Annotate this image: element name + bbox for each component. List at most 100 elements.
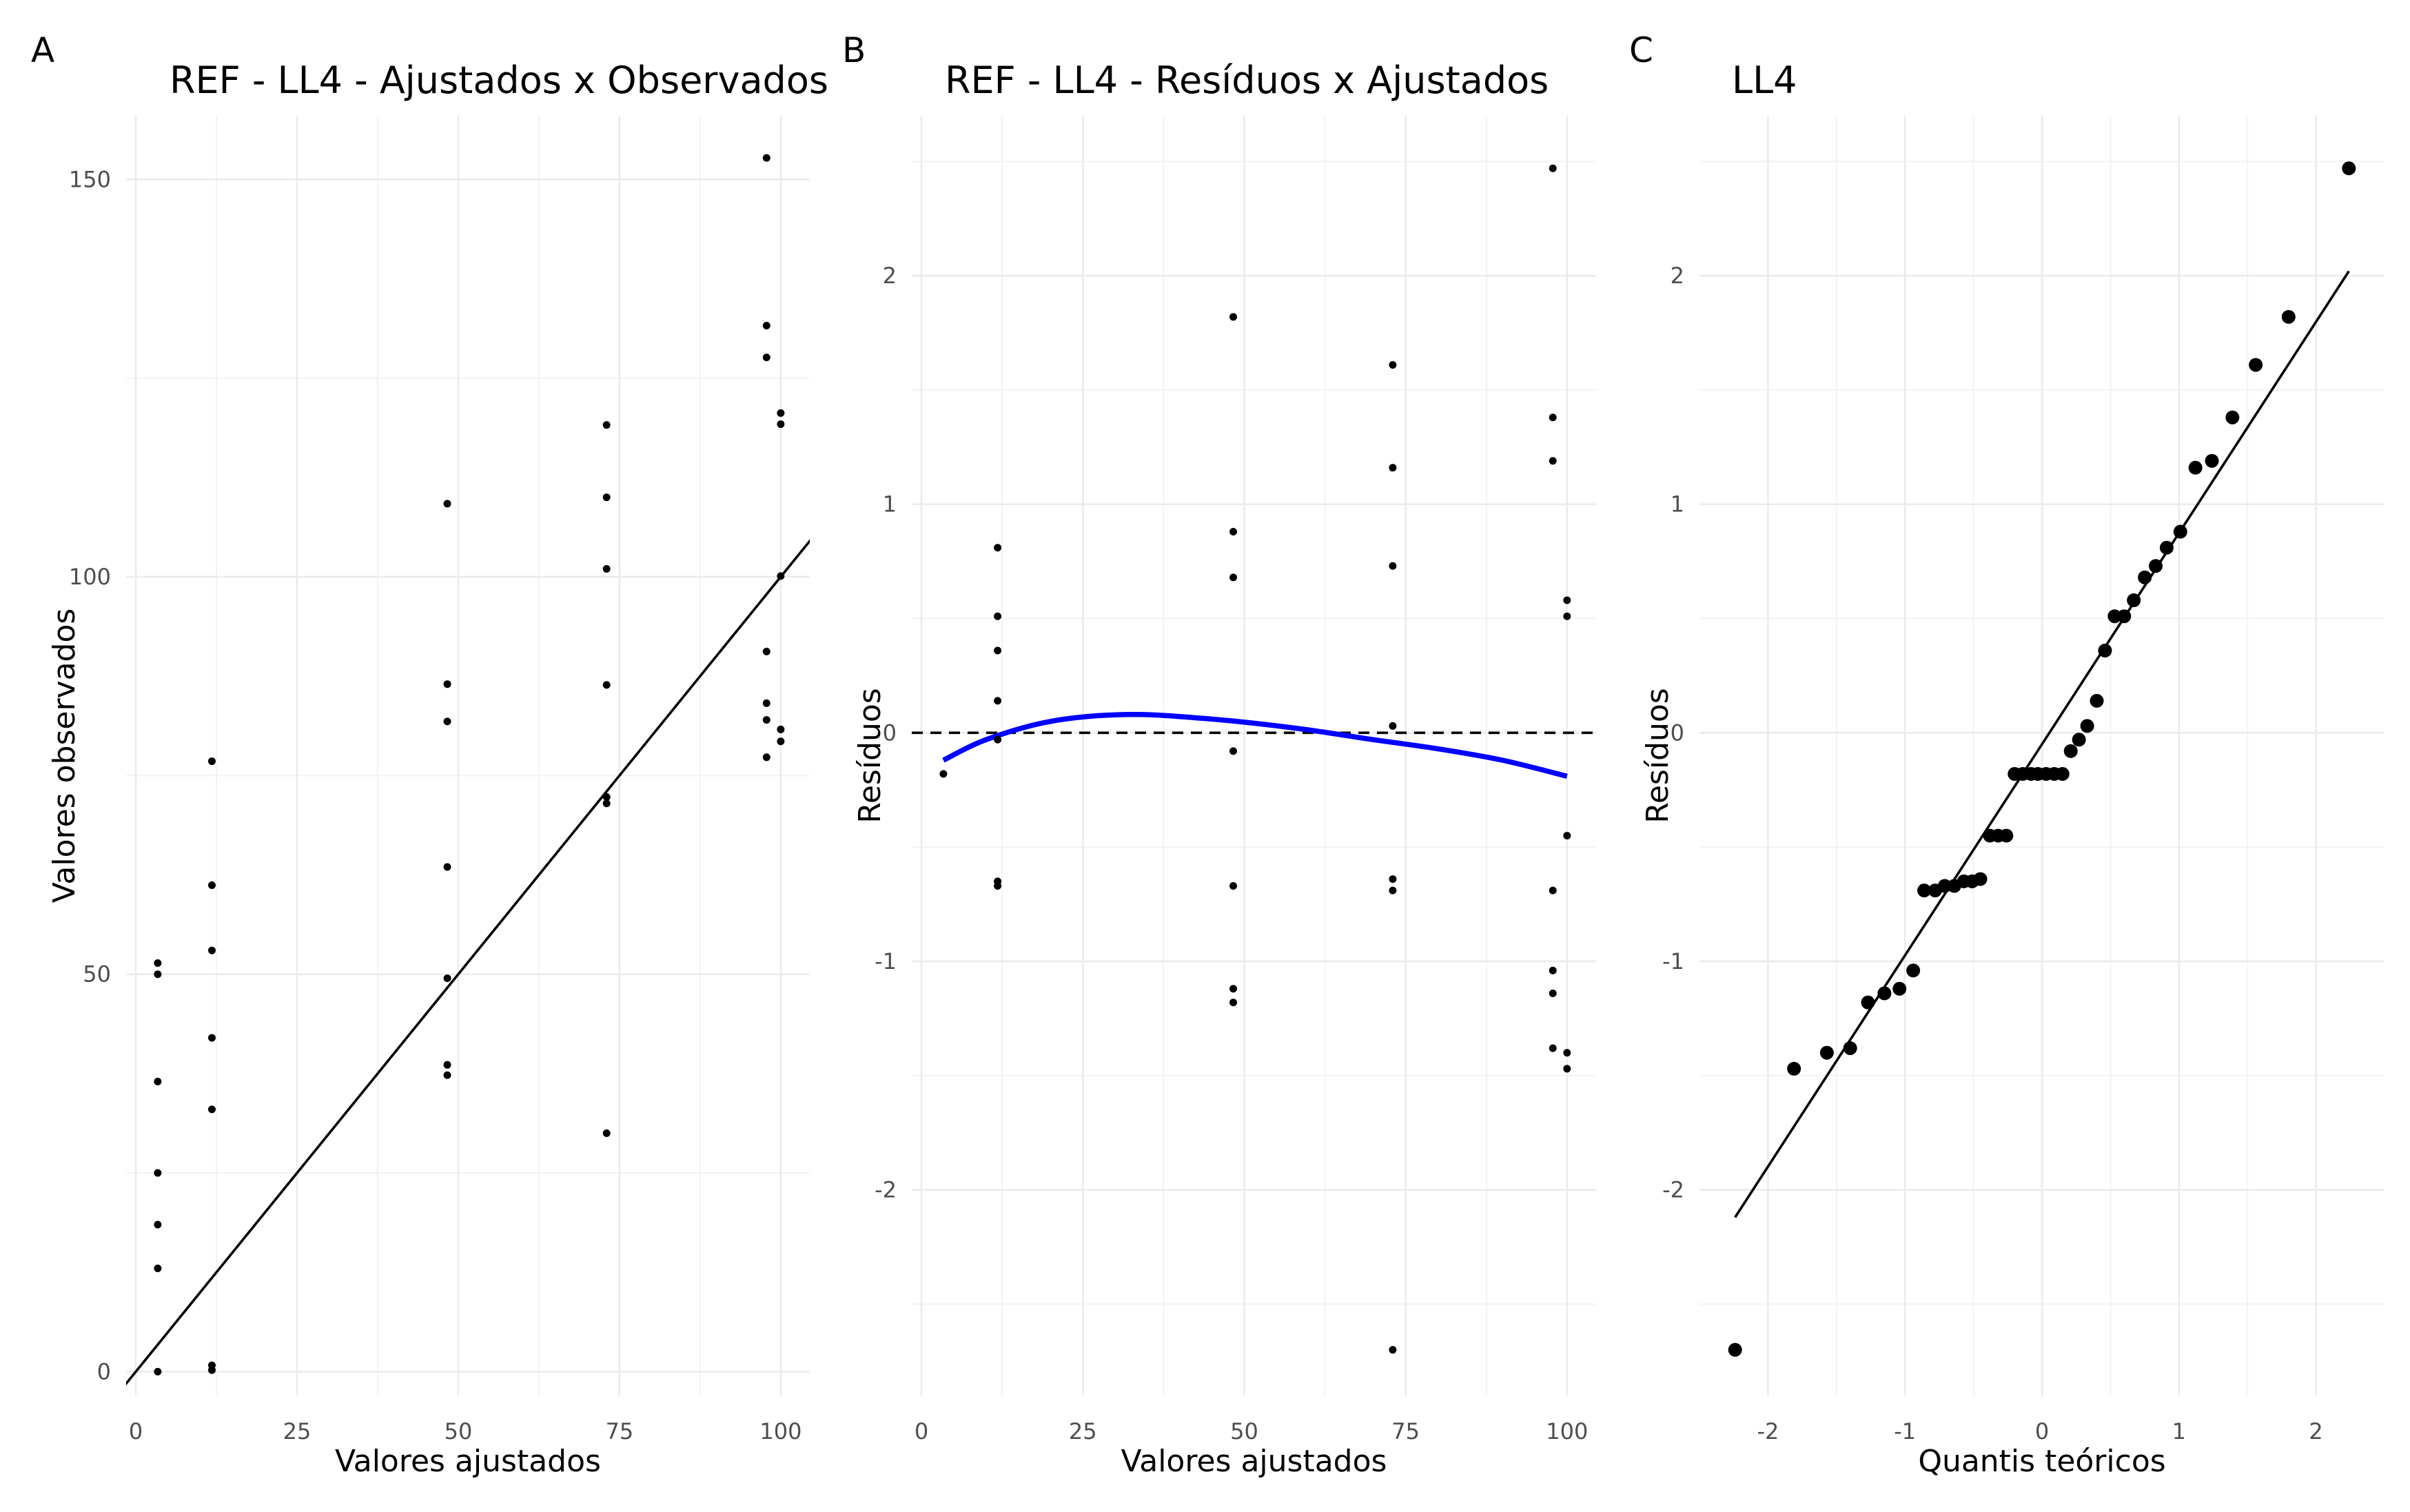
data-point bbox=[1389, 886, 1397, 895]
data-point bbox=[443, 974, 451, 982]
data-point bbox=[154, 1077, 162, 1085]
data-point bbox=[2249, 358, 2263, 372]
data-point bbox=[1892, 981, 1907, 996]
data-point bbox=[2117, 609, 2132, 624]
data-point bbox=[1389, 875, 1397, 883]
data-point bbox=[1229, 528, 1238, 536]
panel-tag: A bbox=[31, 30, 54, 70]
data-point bbox=[443, 500, 451, 508]
data-point bbox=[1389, 464, 1397, 472]
data-point bbox=[1563, 832, 1571, 840]
data-point bbox=[1787, 1061, 1801, 1076]
data-point bbox=[1229, 747, 1238, 755]
data-point bbox=[1229, 985, 1238, 993]
data-point bbox=[443, 680, 451, 688]
data-point bbox=[1819, 1045, 1834, 1060]
data-point bbox=[207, 946, 216, 954]
data-point bbox=[2205, 453, 2219, 468]
data-point bbox=[762, 354, 770, 362]
x-tick-label: -1 bbox=[1894, 1418, 1916, 1444]
x-tick-label: 75 bbox=[606, 1418, 634, 1444]
data-point bbox=[207, 881, 216, 890]
data-point bbox=[777, 409, 785, 417]
plot-lines bbox=[912, 712, 1596, 779]
x-tick-label: -2 bbox=[1757, 1418, 1779, 1444]
data-point bbox=[2149, 559, 2163, 573]
x-tick-label: 100 bbox=[1546, 1418, 1588, 1444]
data-point bbox=[1229, 313, 1238, 321]
y-tick-label: 1 bbox=[883, 491, 897, 518]
x-tick-label: 0 bbox=[915, 1418, 928, 1444]
data-point bbox=[1843, 1041, 1857, 1055]
data-point bbox=[2281, 309, 2296, 324]
data-point bbox=[1563, 1065, 1571, 1073]
data-point bbox=[1549, 413, 1557, 422]
data-point bbox=[2127, 593, 2141, 608]
data-point bbox=[1917, 883, 1932, 898]
data-point bbox=[762, 647, 770, 655]
data-point bbox=[2080, 719, 2094, 733]
x-tick-label: 50 bbox=[445, 1418, 473, 1444]
x-tick-label: 75 bbox=[1391, 1418, 1420, 1444]
data-point bbox=[602, 1129, 611, 1137]
data-point bbox=[443, 863, 451, 871]
data-point bbox=[1563, 596, 1571, 604]
data-point bbox=[1861, 995, 1875, 1010]
panel-tag: C bbox=[1629, 30, 1653, 70]
x-tick-label: 100 bbox=[759, 1418, 801, 1444]
data-point bbox=[1563, 612, 1571, 620]
data-point bbox=[762, 716, 770, 724]
data-point bbox=[2072, 733, 2086, 747]
x-axis-title: Valores ajustados bbox=[1121, 1444, 1387, 1479]
data-point bbox=[1229, 999, 1238, 1007]
data-point bbox=[2055, 767, 2070, 781]
data-point bbox=[602, 564, 611, 573]
data-point bbox=[1937, 879, 1952, 893]
data-point bbox=[2225, 410, 2240, 425]
data-point bbox=[1549, 457, 1557, 465]
data-point bbox=[602, 681, 611, 689]
x-tick-label: 0 bbox=[129, 1418, 143, 1444]
data-point bbox=[777, 420, 785, 429]
data-point bbox=[1549, 1044, 1557, 1052]
data-point bbox=[443, 717, 451, 726]
data-point bbox=[762, 322, 770, 330]
x-tick-label: 1 bbox=[2172, 1418, 2186, 1444]
data-point bbox=[1389, 360, 1397, 369]
panel-b: 0 25 50 75 100 -2 -1 0 1 2 B REF - LL4 - Resíduos x… bbox=[842, 30, 1596, 1479]
data-point bbox=[762, 699, 770, 707]
data-point bbox=[207, 1366, 216, 1374]
y-tick-label: -2 bbox=[1662, 1177, 1684, 1203]
y-tick-label: -2 bbox=[875, 1177, 897, 1203]
data-point bbox=[2138, 570, 2152, 584]
y-axis-title: Resíduos bbox=[1640, 688, 1675, 823]
data-points bbox=[154, 154, 785, 1376]
grid bbox=[126, 116, 810, 1396]
data-point bbox=[1389, 1346, 1397, 1354]
data-point bbox=[154, 970, 162, 979]
data-point bbox=[207, 757, 216, 766]
x-tick-label: 2 bbox=[2309, 1418, 2322, 1444]
panel-title: LL4 bbox=[1732, 59, 1797, 102]
data-point bbox=[2159, 540, 2174, 555]
data-point bbox=[994, 697, 1002, 705]
grid bbox=[912, 116, 1596, 1396]
data-point bbox=[762, 154, 770, 162]
data-point bbox=[602, 493, 611, 502]
panel-title: REF - LL4 - Ajustados x Observados bbox=[170, 59, 828, 102]
data-point bbox=[2063, 744, 2078, 758]
panel-title: REF - LL4 - Resíduos x Ajustados bbox=[945, 59, 1549, 102]
data-point bbox=[443, 1071, 451, 1079]
identity-line bbox=[126, 539, 810, 1386]
data-point bbox=[1728, 1342, 1742, 1357]
data-point bbox=[154, 1169, 162, 1177]
data-point bbox=[762, 753, 770, 762]
data-points bbox=[1728, 161, 2356, 1357]
data-point bbox=[994, 882, 1002, 890]
data-point bbox=[777, 572, 785, 580]
data-point bbox=[2107, 609, 2122, 624]
data-point bbox=[1229, 882, 1238, 890]
data-point bbox=[2342, 161, 2356, 176]
data-point bbox=[1563, 1049, 1571, 1057]
